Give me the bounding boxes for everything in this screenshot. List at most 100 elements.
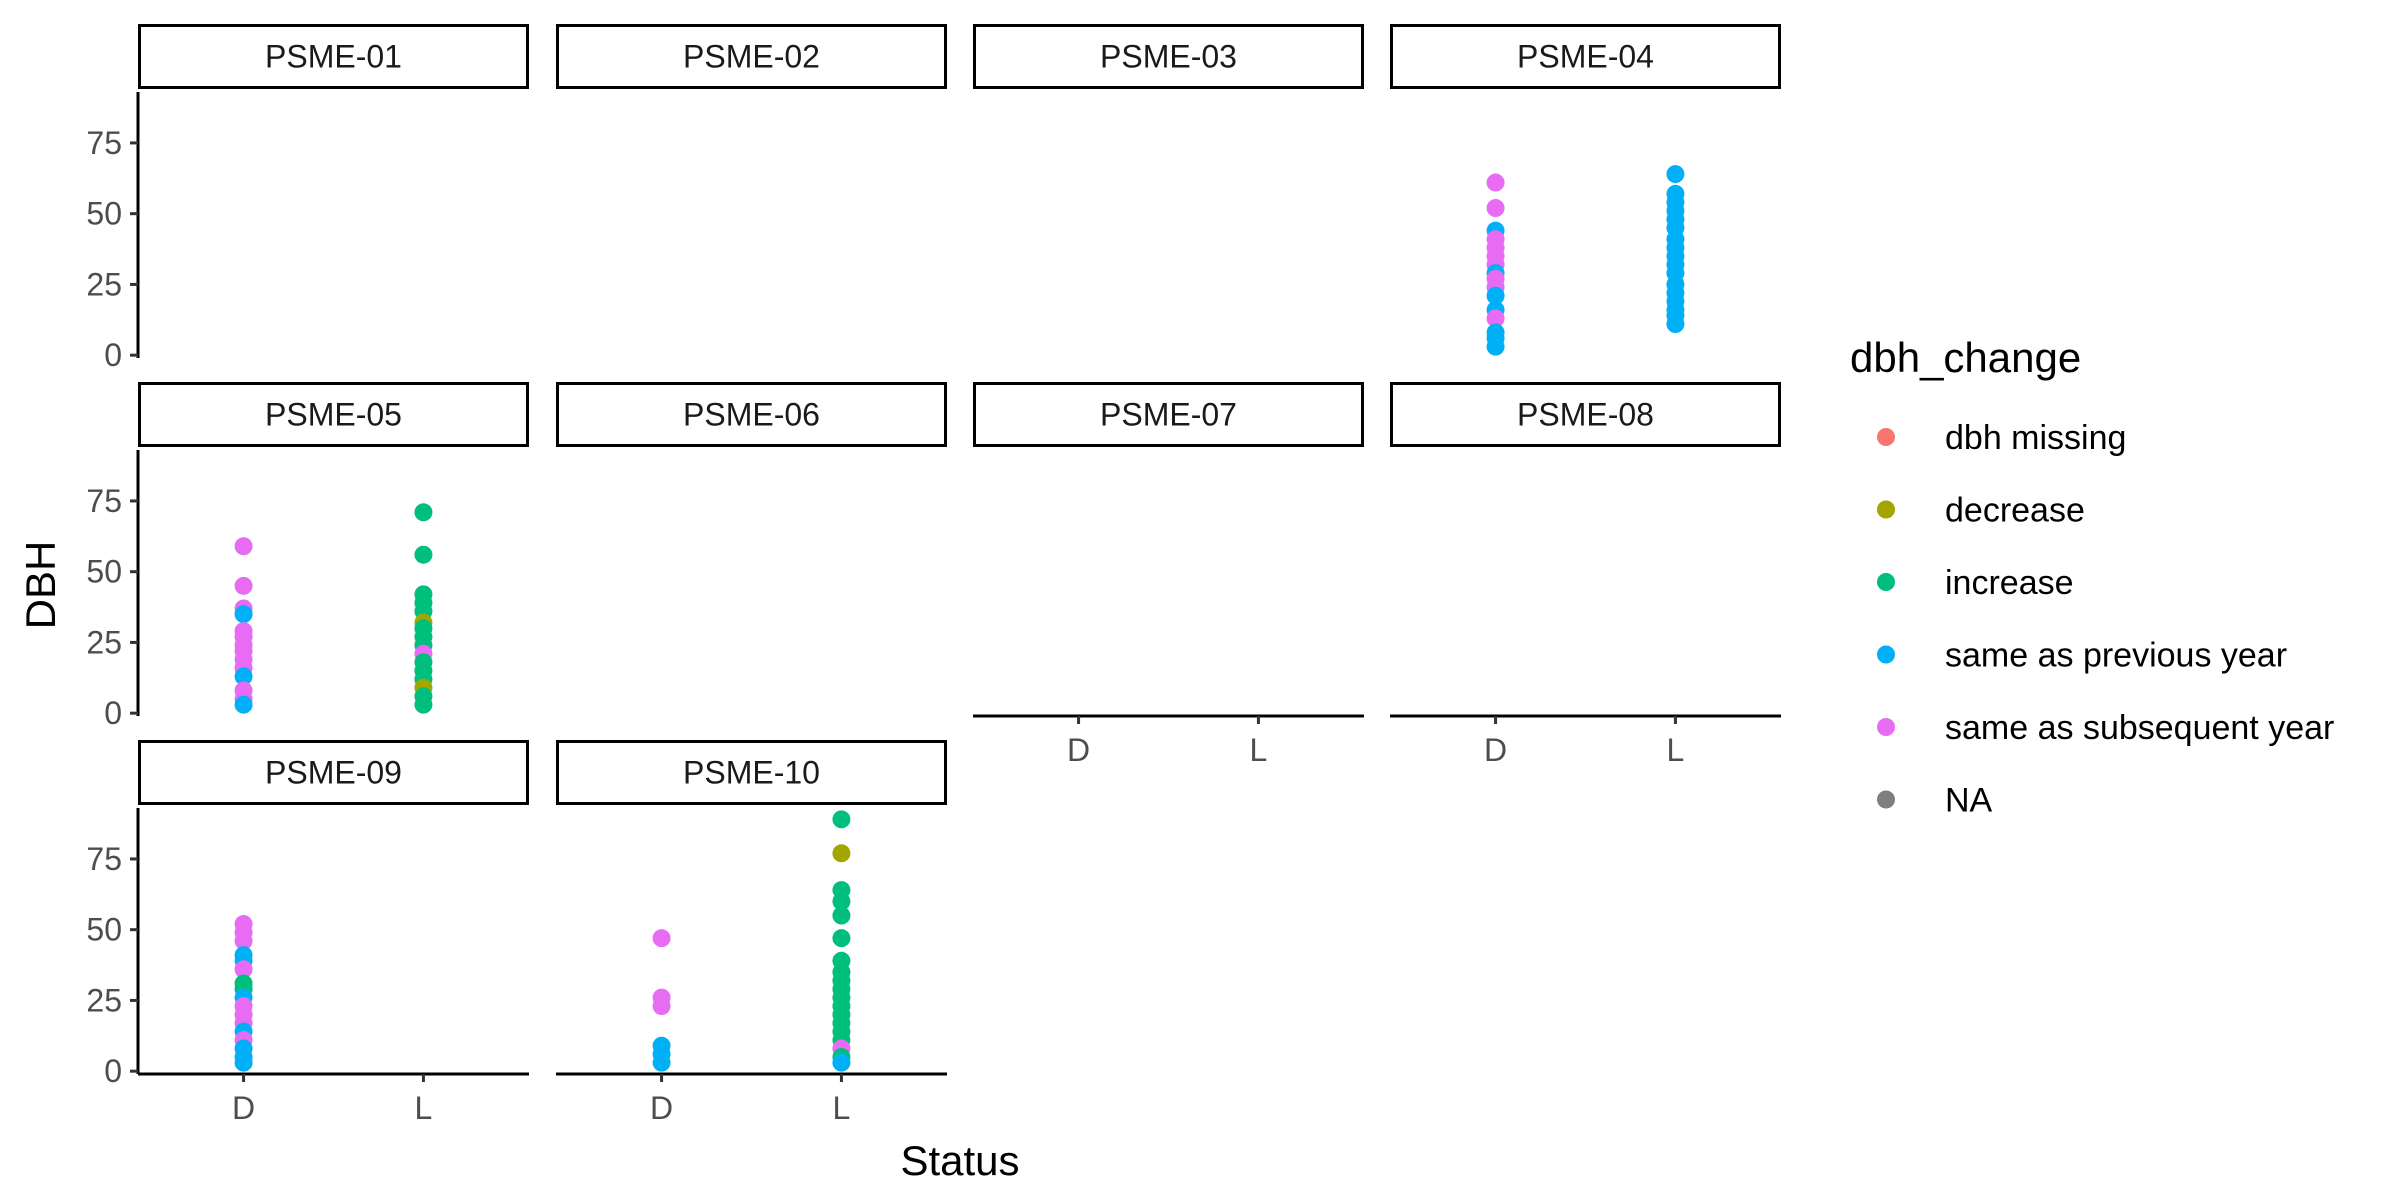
data-point [234, 537, 253, 556]
facet-strip-label: PSME-02 [683, 39, 820, 75]
legend-item: same as subsequent year [1877, 709, 2334, 747]
legend-item: decrease [1877, 492, 2085, 530]
x-tick-label: L [415, 1090, 433, 1126]
legend-label: same as subsequent year [1945, 709, 2334, 747]
data-point [234, 667, 253, 686]
x-tick-label: L [833, 1090, 851, 1126]
facet-strip-label: PSME-01 [265, 39, 402, 75]
data-point [234, 1053, 253, 1072]
facet-psme-07: PSME-07 D L [973, 382, 1364, 768]
data-point [1486, 286, 1505, 305]
x-tick-label: D [1484, 732, 1507, 768]
data-point [1486, 173, 1505, 192]
data-point [1666, 315, 1685, 334]
data-point [832, 906, 851, 925]
facet-psme-10: PSME-10 D L [556, 740, 947, 1126]
legend-item: same as previous year [1877, 637, 2287, 675]
data-point [652, 997, 671, 1016]
data-point [234, 576, 253, 595]
facet-strip [1390, 382, 1781, 447]
y-tick-label: 0 [104, 337, 122, 373]
data-point [832, 892, 851, 911]
legend-label: dbh missing [1945, 419, 2126, 457]
y-tick-label: 75 [86, 483, 122, 519]
data-point [234, 960, 253, 979]
legend: dbh_change dbh missing decrease increase sa… [1850, 334, 2334, 820]
legend-label: decrease [1945, 492, 2085, 530]
x-tick-label: L [1250, 732, 1268, 768]
legend-key [1877, 645, 1895, 664]
legend-item: dbh missing [1877, 419, 2126, 457]
legend-items: dbh missing decrease increase same as previ… [1877, 419, 2334, 820]
facet-psme-09: PSME-09 0 25 50 75 D L [86, 740, 529, 1126]
facet-psme-05: PSME-05 0 25 50 75 [86, 382, 529, 731]
facet-strip-label: PSME-05 [265, 397, 402, 433]
x-tick-label: D [232, 1090, 255, 1126]
legend-key [1877, 428, 1895, 446]
legend-label: increase [1945, 564, 2074, 602]
facet-psme-08: PSME-08 D L [1390, 382, 1781, 768]
facet-strip [973, 24, 1364, 89]
data-point [832, 929, 851, 948]
data-point [1666, 165, 1685, 184]
data-point [832, 810, 851, 829]
facet-strip [138, 382, 529, 447]
facet-psme-03: PSME-03 [973, 24, 1364, 89]
data-point [234, 605, 253, 624]
facet-strip-label: PSME-10 [683, 755, 820, 791]
data-point [832, 844, 851, 863]
facet-strip-label: PSME-07 [1100, 397, 1237, 433]
legend-key [1877, 790, 1895, 809]
data-point [652, 929, 671, 948]
legend-key [1877, 718, 1895, 736]
facets-layer: PSME-01 0 25 50 75 PSME-02 PSME-03 PSME-04 PSME-… [86, 24, 1781, 1126]
data-point [414, 545, 433, 564]
y-tick-label: 75 [86, 125, 122, 161]
y-tick-label: 75 [86, 841, 122, 877]
data-point [234, 932, 253, 950]
facet-strip [1390, 24, 1781, 89]
facet-strip [556, 740, 947, 805]
legend-key [1877, 573, 1895, 591]
y-tick-label: 25 [86, 266, 122, 302]
facet-strip [138, 24, 529, 89]
facet-psme-01: PSME-01 0 25 50 75 [86, 24, 529, 373]
facet-psme-04: PSME-04 [1390, 24, 1781, 356]
legend-item: increase [1877, 564, 2074, 602]
facet-strip [556, 24, 947, 89]
legend-title: dbh_change [1850, 334, 2081, 381]
x-axis-title: Status [900, 1137, 1019, 1184]
data-point [1486, 309, 1505, 328]
legend-key [1877, 500, 1895, 519]
y-tick-label: 25 [86, 624, 122, 660]
legend-label: same as previous year [1945, 637, 2287, 675]
y-tick-label: 50 [86, 912, 122, 948]
facet-strip-label: PSME-08 [1517, 397, 1654, 433]
facet-strip-label: PSME-06 [683, 397, 820, 433]
y-tick-label: 50 [86, 196, 122, 232]
x-tick-label: D [1067, 732, 1090, 768]
facet-strip-label: PSME-03 [1100, 39, 1237, 75]
data-point [414, 503, 433, 522]
facet-strip-label: PSME-09 [265, 755, 402, 791]
facet-strip [973, 382, 1364, 447]
data-point [1486, 337, 1505, 356]
facet-psme-06: PSME-06 [556, 382, 947, 447]
data-point [832, 1053, 851, 1072]
y-tick-label: 25 [86, 982, 122, 1018]
data-point [652, 1053, 671, 1072]
y-tick-label: 0 [104, 1053, 122, 1089]
legend-label: NA [1945, 782, 1993, 820]
x-tick-label: D [650, 1090, 673, 1126]
data-point [234, 695, 253, 714]
facet-psme-02: PSME-02 [556, 24, 947, 89]
facet-strip-label: PSME-04 [1517, 39, 1654, 75]
facet-strip [138, 740, 529, 805]
facet-strip [556, 382, 947, 447]
legend-item: NA [1877, 782, 1993, 820]
data-point [414, 695, 433, 714]
y-tick-label: 50 [86, 554, 122, 590]
y-axis-title: DBH [17, 541, 64, 630]
data-point [1486, 199, 1505, 218]
